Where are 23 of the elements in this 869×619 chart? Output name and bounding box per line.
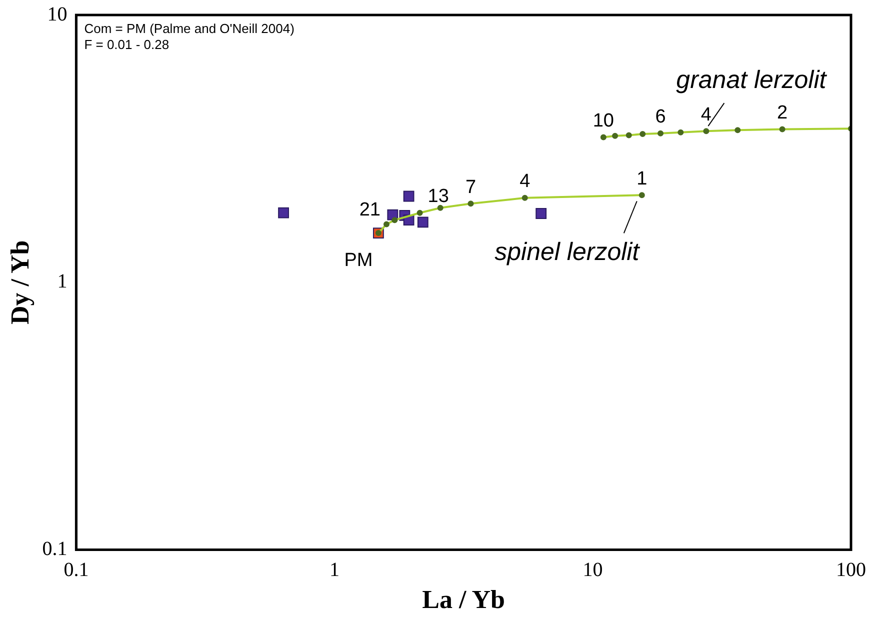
annotation: 1 xyxy=(636,168,648,190)
annotation: F = 0.01 - 0.28 xyxy=(84,37,170,52)
x-tick-label: 1 xyxy=(329,559,340,582)
annotation: PM xyxy=(344,250,373,272)
x-tick-label: 0.1 xyxy=(64,559,89,582)
annotation: 4 xyxy=(520,171,531,192)
x-axis-title: La / Yb xyxy=(422,585,506,614)
annotation: 13 xyxy=(428,186,449,208)
annotation: 2 xyxy=(777,102,788,124)
y-tick-label: 10 xyxy=(47,3,68,26)
y-axis-title: Dy / Yb xyxy=(5,240,34,325)
annotation: granat lerzolit xyxy=(676,66,828,94)
annotation: 10 xyxy=(592,110,614,132)
annotation: 6 xyxy=(655,106,666,128)
annotation: Com = PM (Palme and O'Neill 2004) xyxy=(84,21,294,36)
y-tick-label: 0.1 xyxy=(42,538,68,560)
x-tick-label: 100 xyxy=(836,559,866,582)
x-tick-label: 10 xyxy=(582,559,603,582)
annotation: 21 xyxy=(359,199,380,220)
annotation: spinel lerzolit xyxy=(494,238,640,266)
y-tick-label: 1 xyxy=(57,270,68,293)
annotation: 4 xyxy=(700,104,712,126)
annotation: 7 xyxy=(465,176,476,198)
